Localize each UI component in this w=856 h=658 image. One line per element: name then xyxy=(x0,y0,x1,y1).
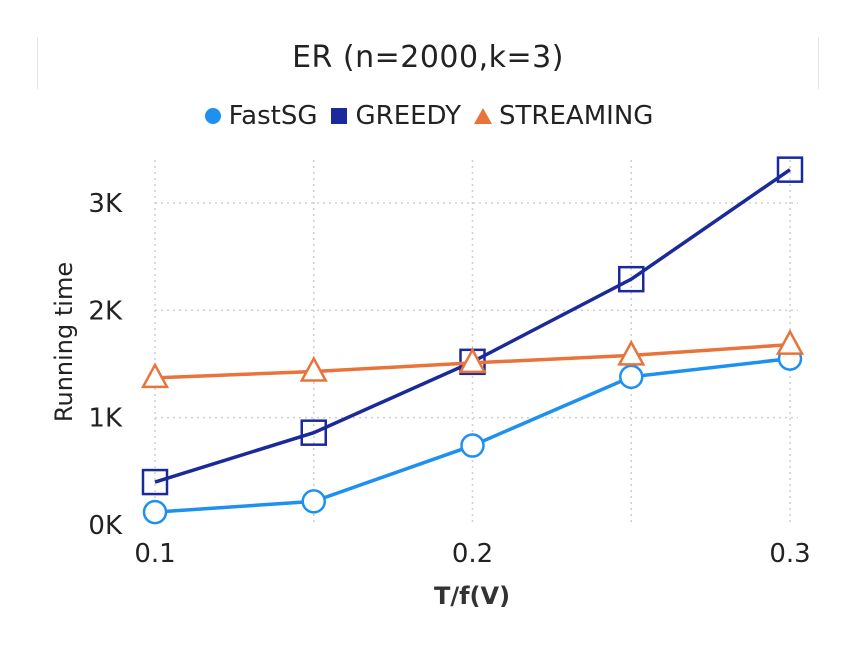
legend-marker-circle-icon xyxy=(204,108,221,124)
legend-marker-square-icon xyxy=(331,108,348,124)
legend-item-greedy: GREEDY xyxy=(329,101,461,131)
data-point-fastsg xyxy=(301,489,326,514)
data-point-fastsg xyxy=(460,433,485,458)
data-point-fastsg xyxy=(142,499,168,525)
x-tick-label: 0.2 xyxy=(452,539,493,569)
x-axis-label: T/f(V) xyxy=(434,582,510,610)
x-tick-label: 0.1 xyxy=(134,539,175,569)
frame-left-line xyxy=(37,37,38,89)
legend-label-greedy: GREEDY xyxy=(355,101,462,131)
legend-label-streaming: STREAMING xyxy=(499,101,654,131)
data-point-streaming xyxy=(458,347,487,374)
legend-item-streaming: STREAMING xyxy=(473,101,653,131)
data-point-greedy xyxy=(141,468,169,496)
y-axis-label: Running time xyxy=(50,262,78,422)
frame-right-line xyxy=(818,37,819,89)
data-point-streaming xyxy=(299,355,328,382)
data-point-streaming xyxy=(617,339,646,366)
y-tick-label: 2K xyxy=(88,296,123,326)
y-tick-label: 1K xyxy=(88,404,123,434)
chart-title: ER (n=2000,k=3) xyxy=(292,40,564,75)
data-point-streaming xyxy=(140,362,170,389)
legend-item-fastsg: FastSG xyxy=(203,101,318,131)
data-point-streaming xyxy=(775,329,805,355)
legend-label-fastsg: FastSG xyxy=(228,101,318,131)
data-point-greedy xyxy=(776,156,804,183)
data-point-fastsg xyxy=(619,364,644,390)
y-tick-label: 3K xyxy=(88,189,123,219)
data-point-greedy xyxy=(618,265,645,293)
y-tick-label: 0K xyxy=(88,511,123,541)
x-tick-label: 0.3 xyxy=(769,539,810,569)
legend-marker-triangle-icon xyxy=(474,108,493,124)
data-point-greedy xyxy=(300,419,327,446)
legend: FastSG GREEDY STREAMING xyxy=(0,101,856,131)
